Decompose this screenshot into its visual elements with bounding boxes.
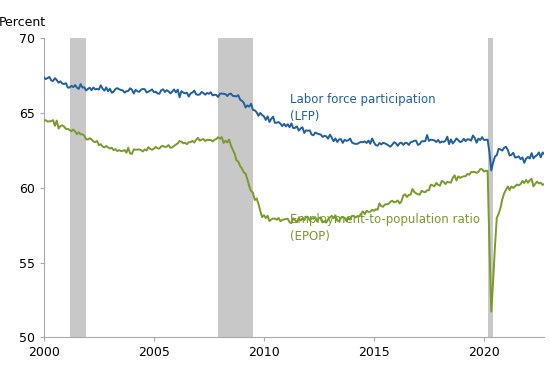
Bar	[488, 38, 493, 337]
Text: Labor force participation
(LFP): Labor force participation (LFP)	[290, 93, 436, 123]
Text: Percent: Percent	[0, 16, 46, 29]
Bar	[218, 38, 253, 337]
Text: Employment-to-population ratio
(EPOP): Employment-to-population ratio (EPOP)	[290, 213, 480, 243]
Bar	[70, 38, 86, 337]
